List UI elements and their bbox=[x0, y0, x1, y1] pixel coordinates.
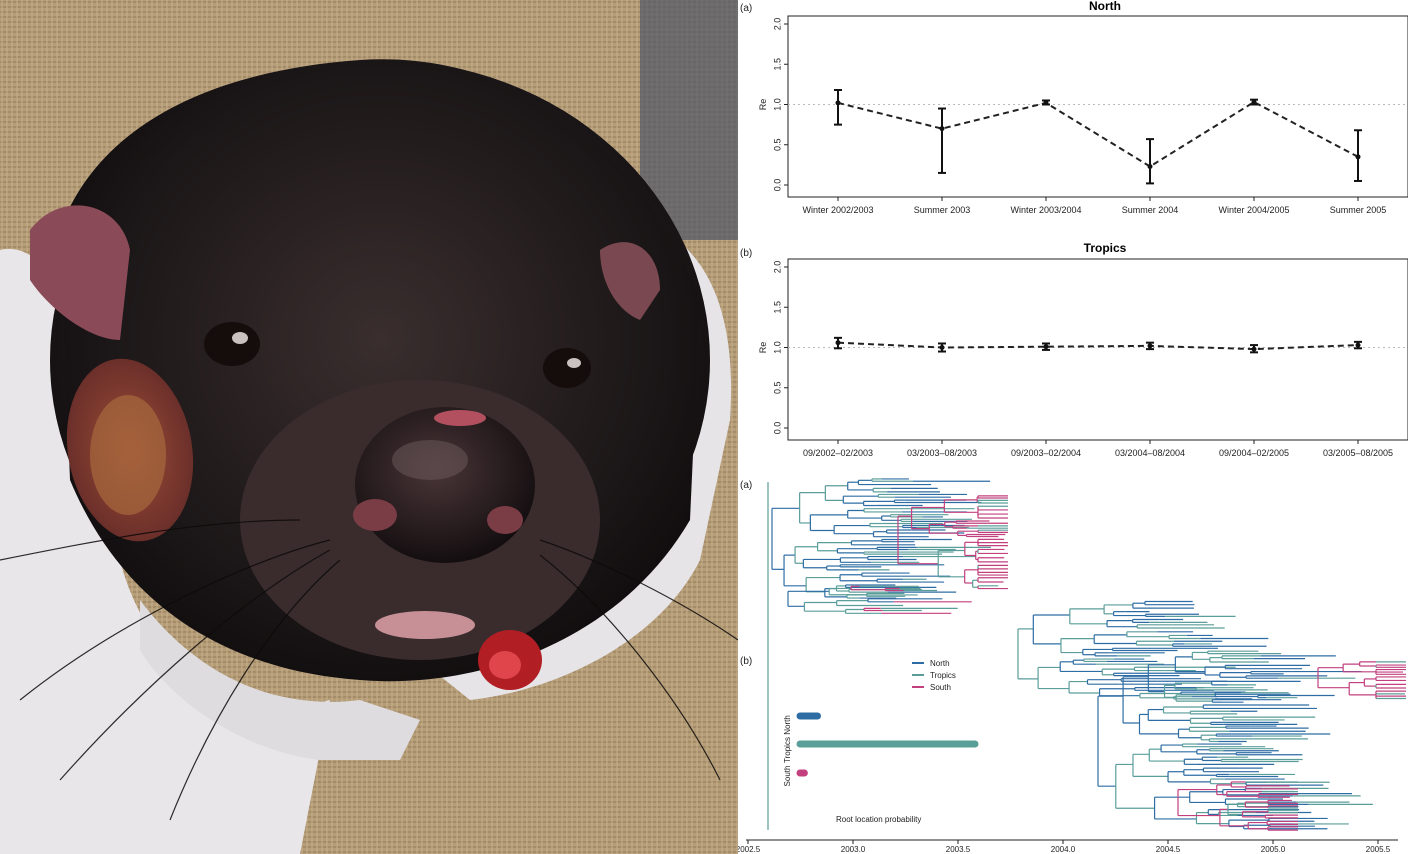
tropics-title: Tropics bbox=[1084, 241, 1127, 255]
devil-photo bbox=[0, 0, 738, 854]
x-tick-label: Summer 2004 bbox=[1122, 205, 1179, 215]
data-point bbox=[1355, 154, 1361, 160]
x-tick-label: 03/2004–08/2004 bbox=[1115, 448, 1185, 458]
tree-x-tick-label: 2005.0 bbox=[1261, 845, 1286, 854]
data-point bbox=[1147, 163, 1153, 169]
data-point bbox=[1251, 346, 1257, 352]
tree-x-tick-label: 2005.5 bbox=[1366, 845, 1391, 854]
y-tick-label: 1.0 bbox=[772, 341, 782, 354]
root-location-title: Root location probability bbox=[836, 815, 921, 824]
tropics-chart: 0.0 0.5 1.0 1.5 2.0 Re 09/2002–02/2003 03/2003–… bbox=[758, 258, 1408, 458]
figure-svg: (a) North 0.0 0.5 1.0 1.5 2.0 Re Winter 2002/2… bbox=[738, 0, 1408, 854]
x-tick-label: 09/2003–02/2004 bbox=[1011, 448, 1081, 458]
root-location-chart: North Tropics South Root location probab… bbox=[783, 712, 979, 824]
phylogenetic-tree bbox=[767, 478, 1406, 831]
y-tick-label: 1.0 bbox=[772, 98, 782, 111]
y-tick-label: 2.0 bbox=[772, 18, 782, 31]
series-line bbox=[837, 100, 1359, 168]
y-tick-label: 0.5 bbox=[772, 138, 782, 151]
y-tick-label: 1.5 bbox=[772, 58, 782, 71]
y-tick-label: 0.0 bbox=[772, 179, 782, 192]
y-tick-label: 2.0 bbox=[772, 261, 782, 274]
x-tick-label: Winter 2003/2004 bbox=[1010, 205, 1081, 215]
panel-a-label: (a) bbox=[740, 3, 752, 14]
photo-illustration bbox=[0, 0, 738, 854]
series-line bbox=[837, 341, 1359, 351]
legend-south-label: South bbox=[930, 683, 951, 692]
y-axis-label: Re bbox=[758, 99, 768, 111]
data-point bbox=[835, 340, 841, 346]
x-tick-label: Winter 2002/2003 bbox=[802, 205, 873, 215]
root-label-south: South bbox=[783, 766, 792, 787]
tree-x-axis: 2002.5 2003.0 2003.5 2004.0 2004.5 2005.0 2005… bbox=[738, 839, 1398, 854]
data-point bbox=[939, 345, 945, 350]
tree-panel-a-label: (a) bbox=[740, 480, 752, 491]
x-tick-label: 09/2004–02/2005 bbox=[1219, 448, 1289, 458]
y-tick-label: 0.5 bbox=[772, 381, 782, 394]
x-tick-label: 09/2002–02/2003 bbox=[803, 448, 873, 458]
x-tick-label: Summer 2005 bbox=[1330, 205, 1387, 215]
tree-x-tick-label: 2004.0 bbox=[1051, 845, 1076, 854]
y-axis-label: Re bbox=[758, 342, 768, 354]
data-point bbox=[1355, 342, 1361, 348]
data-point bbox=[1251, 99, 1257, 105]
data-point bbox=[835, 100, 841, 106]
panel-b-label: (b) bbox=[740, 248, 752, 259]
x-tick-label: Summer 2003 bbox=[914, 205, 971, 215]
y-tick-label: 0.0 bbox=[772, 422, 782, 435]
tree-panel-b-label: (b) bbox=[740, 656, 752, 667]
north-chart: 0.0 0.5 1.0 1.5 2.0 Re Winter 2002/2003 Summer … bbox=[758, 15, 1408, 215]
tree-x-tick-label: 2003.0 bbox=[841, 845, 866, 854]
data-point bbox=[1043, 344, 1049, 350]
root-label-tropics: Tropics bbox=[783, 737, 792, 763]
data-point bbox=[939, 126, 945, 132]
y-tick-label: 1.5 bbox=[772, 301, 782, 314]
tree-legend: North Tropics South bbox=[912, 659, 956, 692]
root-label-north: North bbox=[783, 715, 792, 735]
north-title: North bbox=[1089, 0, 1121, 13]
tree-x-tick-label: 2003.5 bbox=[946, 845, 971, 854]
plot-frame bbox=[787, 258, 1408, 441]
data-point bbox=[1043, 100, 1049, 106]
legend-tropics-label: Tropics bbox=[930, 671, 956, 680]
data-point bbox=[1147, 343, 1153, 349]
x-tick-label: Winter 2004/2005 bbox=[1218, 205, 1289, 215]
x-tick-label: 03/2003–08/2003 bbox=[907, 448, 977, 458]
legend-north-label: North bbox=[930, 659, 950, 668]
plot-frame bbox=[787, 15, 1408, 198]
tree-x-tick-label: 2002.5 bbox=[738, 845, 761, 854]
figure-panels: (a) North 0.0 0.5 1.0 1.5 2.0 Re Winter 2002/2… bbox=[738, 0, 1408, 854]
x-tick-label: 03/2005–08/2005 bbox=[1323, 448, 1393, 458]
tree-x-tick-label: 2004.5 bbox=[1156, 845, 1181, 854]
